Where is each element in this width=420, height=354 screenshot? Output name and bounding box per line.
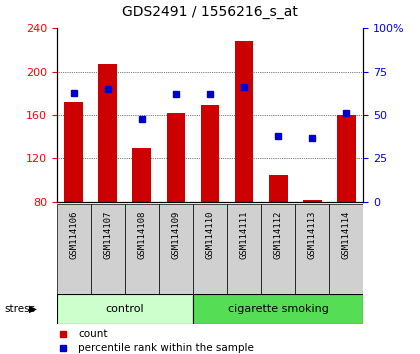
Text: GSM114114: GSM114114 xyxy=(342,211,351,259)
Bar xyxy=(193,204,227,294)
Text: GSM114106: GSM114106 xyxy=(69,211,78,259)
Bar xyxy=(295,204,329,294)
Text: stress: stress xyxy=(4,304,35,314)
Text: GSM114111: GSM114111 xyxy=(239,211,249,259)
Bar xyxy=(193,294,363,324)
Bar xyxy=(261,204,295,294)
Bar xyxy=(57,204,91,294)
Text: GDS2491 / 1556216_s_at: GDS2491 / 1556216_s_at xyxy=(122,5,298,19)
Text: GSM114107: GSM114107 xyxy=(103,211,112,259)
Bar xyxy=(125,204,159,294)
Bar xyxy=(57,294,193,324)
Bar xyxy=(201,105,219,202)
Bar xyxy=(329,204,363,294)
Bar xyxy=(235,41,253,202)
Bar xyxy=(269,175,288,202)
Text: GSM114110: GSM114110 xyxy=(205,211,215,259)
Bar xyxy=(303,200,322,202)
Text: cigarette smoking: cigarette smoking xyxy=(228,304,328,314)
Bar xyxy=(91,204,125,294)
Text: count: count xyxy=(78,329,108,339)
Bar xyxy=(98,64,117,202)
Bar xyxy=(132,148,151,202)
Bar xyxy=(167,113,185,202)
Bar xyxy=(64,102,83,202)
Text: percentile rank within the sample: percentile rank within the sample xyxy=(78,343,254,353)
Bar xyxy=(159,204,193,294)
Text: ▶: ▶ xyxy=(29,304,37,314)
Bar xyxy=(337,115,356,202)
Text: GSM114112: GSM114112 xyxy=(274,211,283,259)
Text: control: control xyxy=(105,304,144,314)
Text: GSM114109: GSM114109 xyxy=(171,211,181,259)
Bar xyxy=(227,204,261,294)
Text: GSM114113: GSM114113 xyxy=(308,211,317,259)
Text: GSM114108: GSM114108 xyxy=(137,211,146,259)
